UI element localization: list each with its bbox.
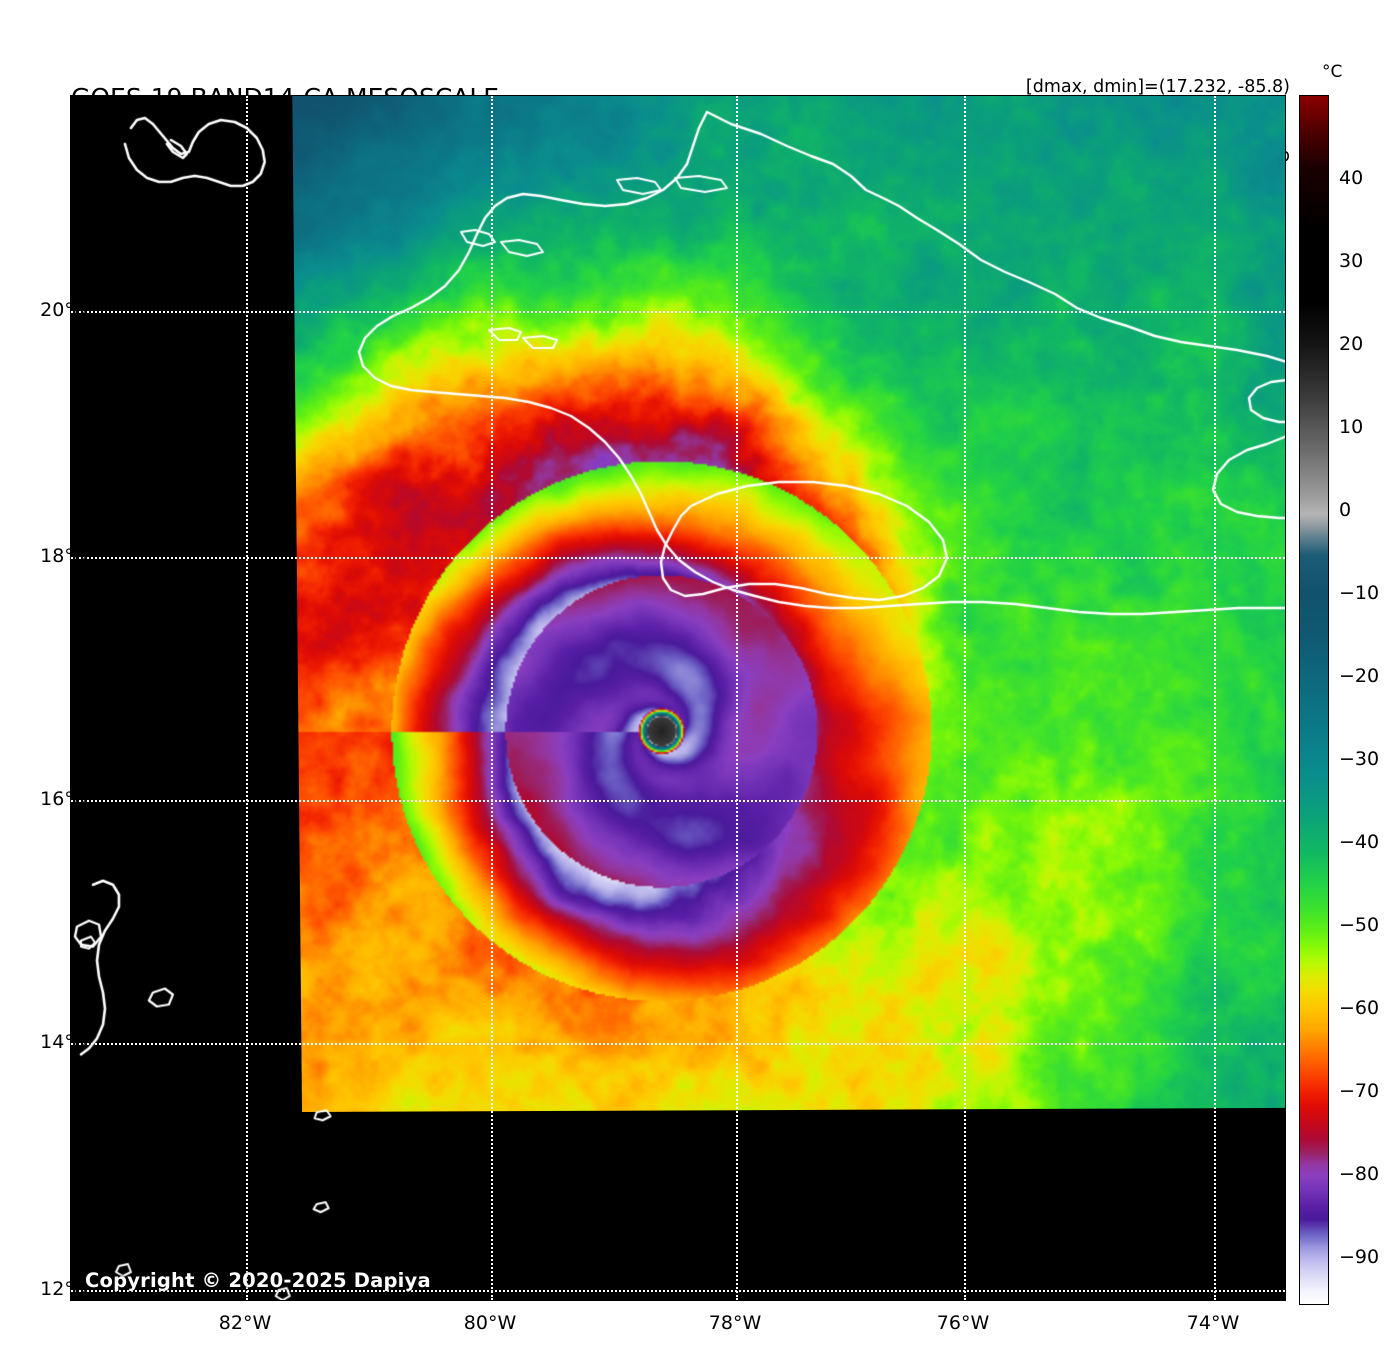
ytick-label-1: 18°N <box>40 545 88 567</box>
xtick-label-3: 76°W <box>936 1312 990 1334</box>
colorbar-tick-5: −10 <box>1339 582 1380 604</box>
ytick-label-2: 16°N <box>40 788 88 810</box>
colorbar-tick-12: −80 <box>1339 1163 1380 1185</box>
colorbar-tick-9: −50 <box>1339 914 1380 936</box>
colorbar[interactable]: 40 30 20 10 0 −10 −20 −30 −40 −50 −60 −7… <box>1299 95 1379 1305</box>
colorbar-gradient <box>1299 95 1329 1305</box>
colorbar-tick-1: 30 <box>1339 250 1364 272</box>
offswath-coastline-canvas <box>71 96 1285 1300</box>
colorbar-tick-0: 40 <box>1339 167 1364 189</box>
xtick-label-4: 74°W <box>1186 1312 1240 1334</box>
xtick-label-0: 82°W <box>218 1312 272 1334</box>
ytick-label-0: 20°N <box>40 299 88 321</box>
copyright-label: Copyright © 2020-2025 Dapiya <box>85 1269 431 1292</box>
dmax-dmin-label: [dmax, dmin]=(17.232, -85.8) <box>1025 77 1290 98</box>
colorbar-unit-label: °C <box>1322 62 1343 82</box>
ytick-label-3: 14°N <box>40 1031 88 1053</box>
colorbar-tick-13: −90 <box>1339 1246 1380 1268</box>
colorbar-tick-8: −40 <box>1339 831 1380 853</box>
colorbar-tick-7: −30 <box>1339 748 1380 770</box>
xtick-label-1: 80°W <box>463 1312 517 1334</box>
xtick-label-2: 78°W <box>708 1312 762 1334</box>
ytick-label-4: 12°N <box>40 1278 88 1300</box>
colorbar-tick-6: −20 <box>1339 665 1380 687</box>
colorbar-tick-3: 10 <box>1339 416 1364 438</box>
colorbar-tick-2: 20 <box>1339 333 1364 355</box>
colorbar-tick-4: 0 <box>1339 499 1352 521</box>
colorbar-tick-11: −70 <box>1339 1080 1380 1102</box>
satellite-image-plot[interactable]: Copyright © 2020-2025 Dapiya <box>70 95 1286 1301</box>
colorbar-tick-10: −60 <box>1339 997 1380 1019</box>
